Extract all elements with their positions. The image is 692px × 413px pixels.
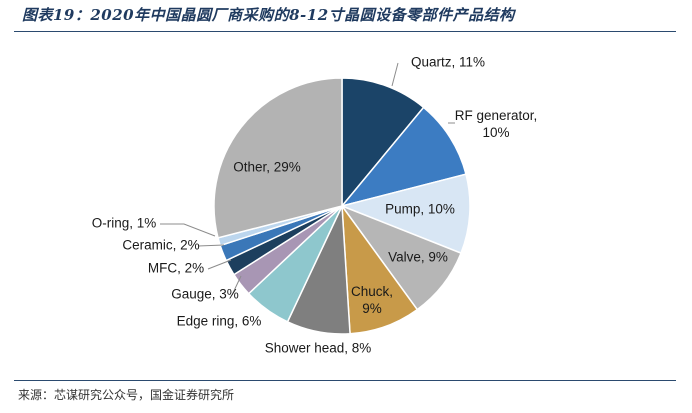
leader-line-ceramic xyxy=(197,244,225,247)
data-label-valve: Valve, 9% xyxy=(388,250,448,265)
leader-line-mfc xyxy=(207,259,232,270)
leader-line-o-ring xyxy=(160,223,216,237)
pie-slice-pump xyxy=(339,173,471,255)
chart-title: 图表19：2020年中国晶圆厂商采购的8-12寸晶圆设备零部件产品结构 xyxy=(22,6,515,24)
data-label-mfc: MFC, 2% xyxy=(148,261,204,276)
title-divider xyxy=(14,31,676,32)
footer-divider xyxy=(14,380,676,381)
data-label-gauge: Gauge, 3% xyxy=(171,287,239,302)
data-label-rf-generator: RF generator, 10% xyxy=(455,108,538,140)
leader-lines xyxy=(160,62,455,296)
data-label-o-ring: O-ring, 1% xyxy=(92,216,157,231)
data-label-quartz: Quartz, 11% xyxy=(411,55,485,70)
pie-slice-quartz xyxy=(341,77,425,209)
data-label-ceramic: Ceramic, 2% xyxy=(122,238,199,253)
data-labels: Quartz, 11% RF generator, 10% Pump, 10% Valv… xyxy=(92,55,538,356)
leader-line-quartz xyxy=(391,62,399,87)
pie-slices xyxy=(213,77,471,335)
data-label-shower-head: Shower head, 8% xyxy=(265,341,372,356)
source-note: 来源：芯谋研究公众号，国金证券研究所 xyxy=(18,388,235,402)
pie-slice-other xyxy=(213,77,343,239)
leader-line-gauge xyxy=(231,275,242,296)
data-label-edge-ring: Edge ring, 6% xyxy=(177,314,262,329)
data-label-chuck: Chuck, 9% xyxy=(351,284,393,316)
pie-slice-rf-generator xyxy=(339,106,467,208)
data-label-pump: Pump, 10% xyxy=(385,202,455,217)
data-label-other: Other, 29% xyxy=(233,160,301,175)
